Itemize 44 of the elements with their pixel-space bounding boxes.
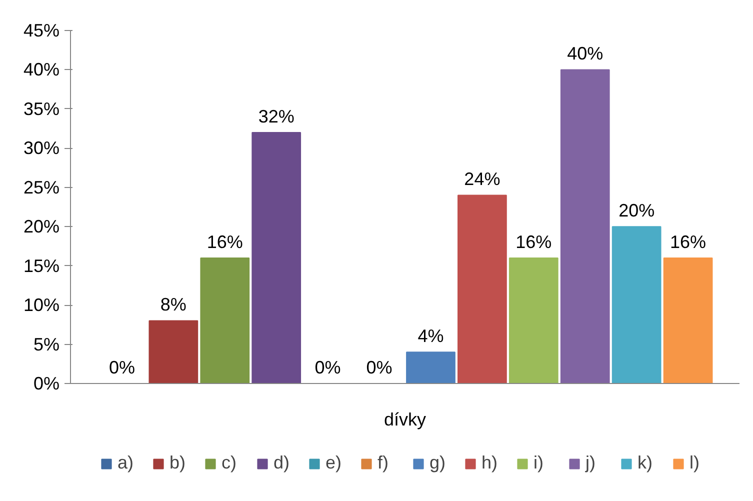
data-label: 4% — [418, 326, 444, 346]
legend-label: i) — [534, 452, 544, 474]
data-label: 16% — [206, 232, 243, 252]
legend-label: k) — [638, 452, 654, 474]
legend-label: f) — [378, 452, 390, 474]
data-label: 16% — [670, 232, 706, 252]
legend-label: d) — [274, 452, 291, 474]
y-tick-label: 40% — [23, 60, 60, 80]
y-tick-label: 15% — [23, 256, 60, 276]
y-tick-label: 5% — [33, 334, 60, 354]
data-label: 32% — [258, 106, 294, 126]
x-tick-label: dívky — [384, 410, 426, 430]
data-label: 0% — [108, 358, 135, 378]
bar — [663, 257, 713, 384]
bar — [148, 320, 198, 384]
y-tick-label: 30% — [23, 138, 60, 158]
data-label: 0% — [314, 358, 341, 378]
data-label: 24% — [464, 169, 500, 190]
legend-label: c) — [222, 452, 238, 474]
bar — [458, 194, 507, 384]
legend-label: a) — [118, 452, 135, 474]
bar — [252, 132, 302, 384]
data-label: 8% — [160, 294, 186, 315]
bar — [200, 257, 250, 384]
legend-label: e) — [326, 452, 343, 474]
y-tick-label: 45% — [23, 20, 60, 40]
bar — [508, 257, 558, 384]
data-label: 20% — [618, 200, 655, 221]
legend-label: l) — [690, 452, 700, 474]
y-tick-label: 10% — [23, 295, 60, 316]
data-label: 40% — [567, 44, 604, 64]
y-tick-label: 0% — [33, 374, 60, 394]
legend-label: h) — [482, 452, 499, 474]
bar — [612, 226, 662, 384]
y-tick-label: 20% — [23, 216, 60, 237]
y-tick-label: 35% — [23, 98, 60, 119]
legend-label: g) — [430, 452, 447, 474]
data-label: 16% — [516, 232, 552, 252]
y-tick-label: 25% — [23, 177, 60, 198]
data-label: 0% — [366, 358, 392, 378]
bar — [560, 69, 610, 384]
legend-label: b) — [170, 452, 187, 474]
bar — [406, 352, 456, 384]
legend-label: j) — [586, 452, 596, 474]
